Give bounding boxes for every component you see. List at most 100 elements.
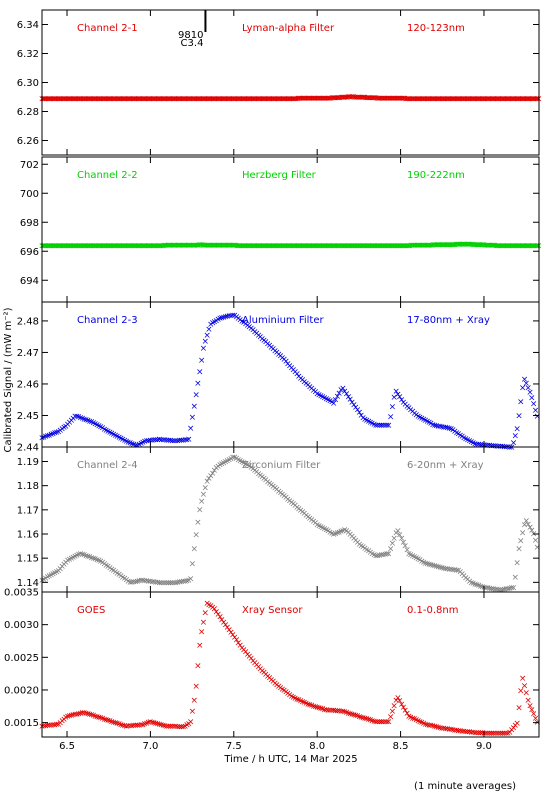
data-point: ×	[408, 241, 416, 251]
data-point: ×	[381, 550, 389, 560]
data-point: ×	[367, 548, 375, 558]
data-point: ×	[475, 95, 483, 105]
data-point: ×	[387, 242, 395, 252]
data-point: ×	[504, 729, 512, 739]
event-label-class: C3.4	[181, 38, 204, 49]
data-point: ×	[321, 94, 329, 104]
data-point: ×	[238, 241, 246, 251]
data-point: ×	[156, 720, 164, 730]
data-point: ×	[55, 242, 63, 252]
data-point: ×	[461, 95, 469, 105]
data-point: ×	[80, 242, 88, 252]
data-point: ×	[121, 436, 129, 446]
data-point: ×	[491, 585, 499, 595]
data-point: ×	[220, 241, 228, 251]
data-point: ×	[176, 241, 184, 251]
data-point: ×	[279, 685, 287, 695]
y-tick-label: 0.0015	[4, 718, 39, 729]
data-point: ×	[291, 94, 299, 104]
data-point: ×	[343, 526, 351, 536]
data-point: ×	[297, 94, 305, 104]
data-point: ×	[524, 520, 532, 530]
data-point: ×	[426, 241, 434, 251]
data-point: ×	[446, 424, 454, 434]
data-point: ×	[49, 429, 57, 439]
data-point: ×	[413, 411, 421, 421]
data-point: ×	[192, 241, 200, 251]
data-point: ×	[268, 481, 276, 491]
data-point: ×	[488, 441, 496, 451]
data-point: ×	[457, 240, 465, 250]
data-point: ×	[244, 461, 252, 471]
data-point: ×	[80, 95, 88, 105]
data-point: ×	[258, 95, 266, 105]
data-point: ×	[315, 521, 323, 531]
data-point: ×	[485, 241, 493, 251]
data-point: ×	[68, 95, 76, 105]
data-point: ×	[510, 95, 518, 105]
data-point: ×	[251, 327, 259, 337]
data-point: ×	[431, 562, 439, 572]
data-point: ×	[192, 530, 200, 540]
data-point: ×	[455, 430, 463, 440]
data-point: ×	[348, 398, 356, 408]
data-point: ×	[277, 488, 285, 498]
data-point: ×	[180, 95, 188, 105]
data-point: ×	[433, 723, 441, 733]
data-point: ×	[321, 394, 329, 404]
data-point: ×	[130, 578, 138, 588]
data-point: ×	[189, 707, 197, 717]
data-point: ×	[504, 584, 512, 594]
data-point: ×	[222, 621, 230, 631]
data-point: ×	[168, 241, 176, 251]
data-point: ×	[60, 715, 68, 725]
data-point: ×	[403, 402, 411, 412]
data-point: ×	[72, 95, 80, 105]
data-point: ×	[295, 504, 303, 514]
data-point: ×	[456, 240, 464, 250]
data-point: ×	[191, 696, 199, 706]
data-point: ×	[405, 404, 413, 414]
data-point: ×	[212, 241, 220, 251]
data-point: ×	[213, 95, 221, 105]
data-point: ×	[177, 241, 185, 251]
data-point: ×	[356, 408, 364, 418]
band-label: 17-80nm + Xray	[407, 315, 490, 326]
data-point: ×	[132, 242, 140, 252]
data-point: ×	[527, 242, 535, 252]
data-point: ×	[233, 636, 241, 646]
data-point: ×	[111, 95, 119, 105]
data-point: ×	[505, 242, 513, 252]
data-point: ×	[312, 702, 320, 712]
data-point: ×	[86, 417, 94, 427]
data-point: ×	[218, 615, 226, 625]
data-point: ×	[67, 242, 75, 252]
data-point: ×	[119, 435, 127, 445]
y-tick-label: 0.0025	[4, 653, 39, 664]
data-point: ×	[121, 722, 129, 732]
data-point: ×	[376, 551, 384, 561]
data-point: ×	[421, 241, 429, 251]
data-point: ×	[90, 711, 98, 721]
data-point: ×	[385, 717, 393, 727]
data-point: ×	[348, 710, 356, 720]
data-point: ×	[242, 648, 250, 658]
data-point: ×	[480, 95, 488, 105]
data-point: ×	[324, 527, 332, 537]
data-point: ×	[378, 94, 386, 104]
data-point: ×	[170, 241, 178, 251]
data-point: ×	[207, 602, 215, 612]
data-point: ×	[376, 421, 384, 431]
data-point: ×	[44, 432, 52, 442]
data-point: ×	[49, 570, 57, 580]
data-point: ×	[288, 692, 296, 702]
data-point: ×	[396, 393, 404, 403]
data-point: ×	[372, 421, 380, 431]
data-point: ×	[95, 95, 103, 105]
data-point: ×	[320, 242, 328, 252]
data-point: ×	[512, 242, 520, 252]
data-point: ×	[262, 670, 270, 680]
data-point: ×	[372, 717, 380, 727]
data-point: ×	[422, 95, 430, 105]
data-point: ×	[343, 390, 351, 400]
